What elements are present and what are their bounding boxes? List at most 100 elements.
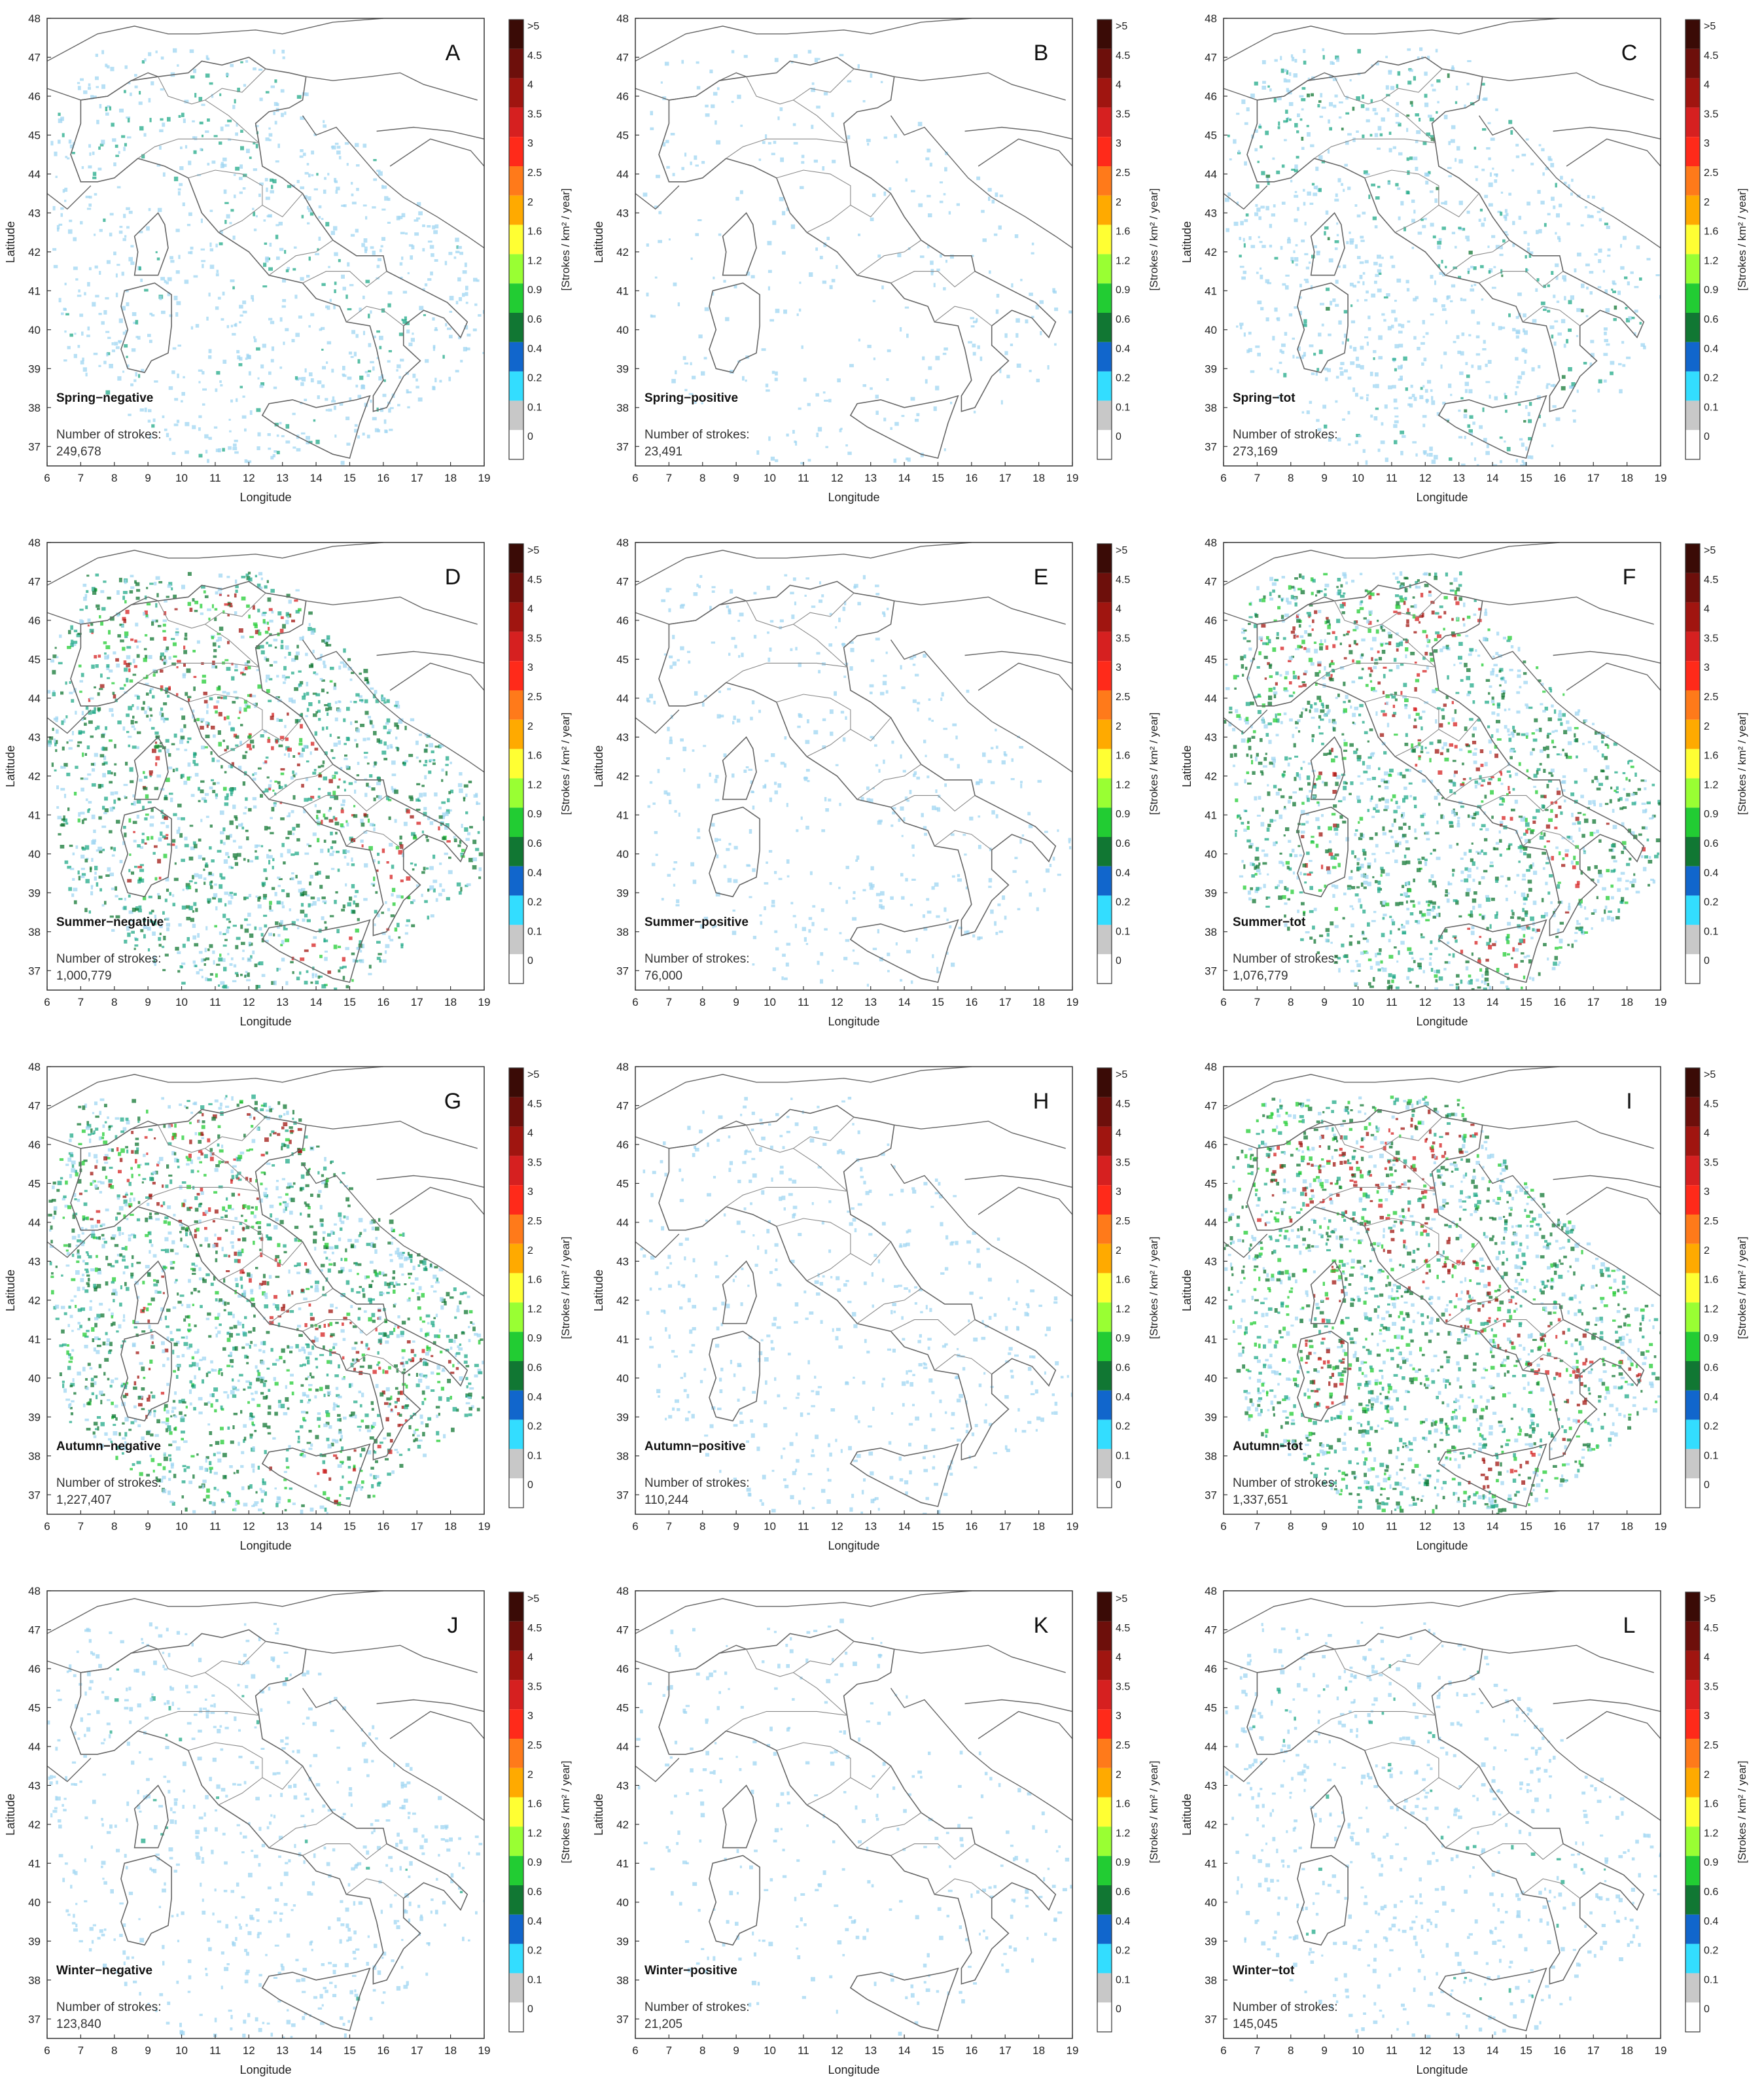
density-cell	[1407, 403, 1411, 406]
density-cell	[1352, 107, 1355, 111]
density-cell	[1319, 115, 1324, 118]
country-border	[1224, 72, 1335, 101]
density-cell	[255, 143, 258, 149]
density-cell	[1372, 107, 1377, 112]
density-cell	[80, 777, 84, 780]
density-cell	[341, 908, 345, 912]
density-cell	[1477, 95, 1481, 99]
density-cell	[1466, 374, 1470, 378]
density-cell	[88, 267, 92, 271]
density-cell	[209, 264, 215, 269]
density-cell	[252, 773, 255, 776]
density-cell	[236, 349, 240, 353]
density-cell	[911, 190, 915, 192]
density-cell	[249, 860, 254, 862]
density-cell	[358, 695, 362, 698]
density-cell	[54, 769, 57, 772]
density-cell	[1430, 137, 1436, 141]
density-cell	[91, 664, 95, 669]
density-cell	[434, 327, 438, 330]
density-cell	[1584, 206, 1587, 209]
density-cell	[317, 657, 322, 661]
density-cell	[296, 719, 301, 722]
density-cell	[232, 236, 236, 240]
density-cell	[189, 825, 194, 827]
density-cell	[73, 237, 77, 241]
density-cell	[995, 728, 997, 732]
density-cell	[354, 424, 358, 427]
y-tick-label: 47	[28, 51, 41, 63]
density-cell	[87, 624, 90, 627]
density-cell	[94, 866, 98, 870]
density-cell	[734, 645, 737, 648]
density-cell	[149, 919, 153, 923]
density-cell	[828, 798, 832, 802]
density-cell	[1287, 237, 1290, 240]
density-cell	[387, 360, 391, 363]
density-cell	[1318, 155, 1323, 160]
density-cell	[1606, 343, 1610, 346]
density-cell	[361, 844, 364, 848]
density-cell	[202, 388, 207, 391]
density-cell	[765, 134, 767, 139]
density-cell	[253, 228, 257, 232]
density-cell	[1561, 386, 1566, 391]
country-border	[47, 709, 92, 734]
density-cell	[1254, 81, 1258, 86]
density-cell	[1014, 857, 1018, 859]
density-cell	[353, 814, 358, 818]
density-cell	[247, 859, 250, 862]
density-cell	[258, 927, 262, 931]
density-cell	[298, 743, 303, 746]
density-cell	[949, 255, 954, 259]
density-cell	[334, 177, 337, 183]
panel-letter: A	[446, 41, 461, 65]
density-cell	[329, 853, 334, 857]
density-cell	[934, 882, 939, 887]
density-cell	[299, 713, 302, 717]
density-cell	[264, 656, 267, 661]
colorbar-tick-label: 4	[527, 604, 533, 615]
density-cell	[650, 127, 654, 130]
density-cell	[732, 773, 735, 778]
density-cell	[53, 717, 56, 721]
density-cell	[214, 608, 218, 611]
density-cell	[321, 897, 326, 900]
density-cell	[111, 342, 114, 346]
density-cell	[1406, 288, 1410, 292]
density-cell	[1261, 86, 1267, 90]
density-cell	[207, 118, 210, 122]
density-cell	[200, 958, 204, 963]
density-cell	[185, 632, 188, 637]
density-cell	[891, 740, 894, 744]
region-border	[137, 662, 259, 683]
density-cell	[921, 813, 924, 817]
density-cell	[786, 875, 790, 878]
density-cell	[1020, 783, 1023, 789]
density-cell	[401, 319, 404, 321]
density-cell	[101, 904, 105, 907]
density-cell	[1463, 623, 1466, 627]
density-cell	[222, 787, 227, 791]
density-cell	[1292, 337, 1296, 340]
density-cell	[406, 329, 410, 334]
density-cell	[1332, 78, 1337, 81]
density-cell	[1004, 351, 1008, 355]
density-cell	[773, 141, 777, 144]
density-cell	[723, 279, 726, 283]
density-cell	[107, 65, 110, 69]
density-cell	[135, 622, 139, 627]
region-border	[1364, 169, 1479, 218]
density-cell	[1612, 291, 1616, 293]
density-cell	[1490, 137, 1495, 141]
density-cell	[427, 815, 431, 821]
density-cell	[1441, 202, 1445, 205]
density-cell	[193, 150, 197, 154]
density-cell	[181, 859, 185, 862]
density-cell	[900, 979, 903, 982]
density-cell	[1405, 190, 1409, 194]
density-cell	[135, 906, 139, 910]
density-cell	[1628, 316, 1632, 321]
density-cell	[1322, 48, 1325, 52]
density-cell	[363, 830, 368, 834]
